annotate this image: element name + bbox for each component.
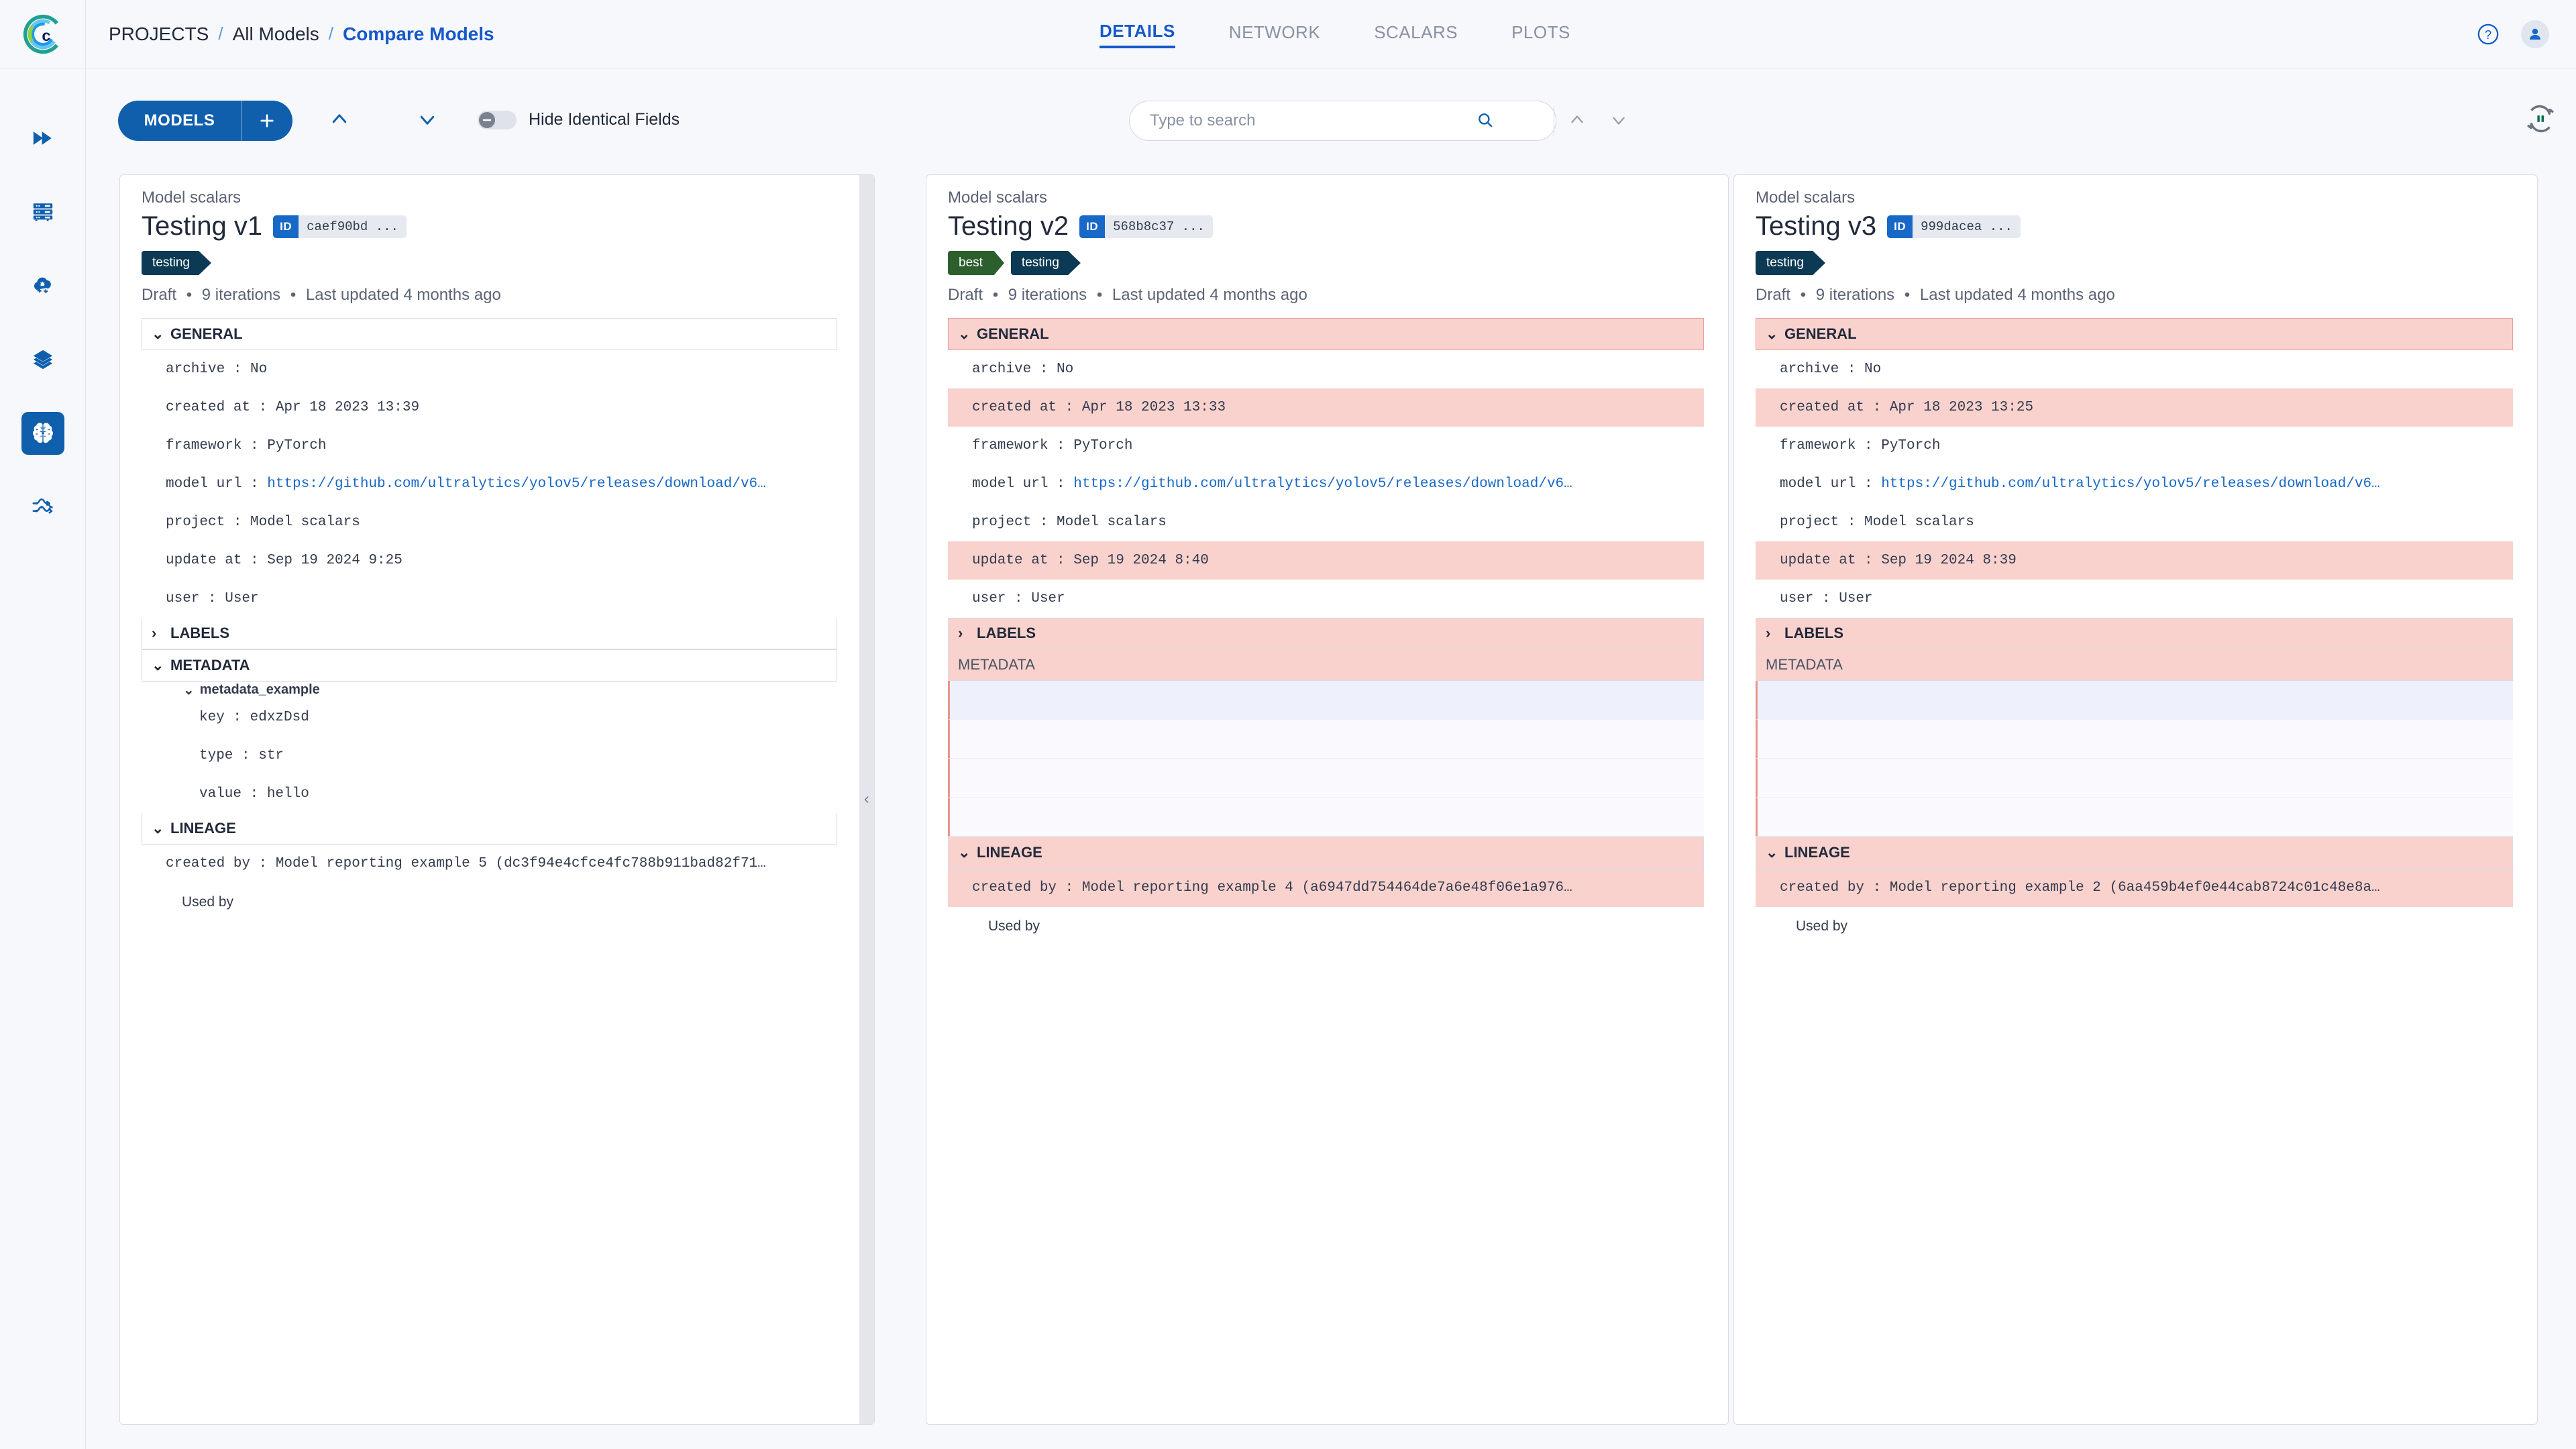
svg-text:c: c bbox=[42, 26, 50, 44]
svg-text:?: ? bbox=[2485, 28, 2491, 42]
